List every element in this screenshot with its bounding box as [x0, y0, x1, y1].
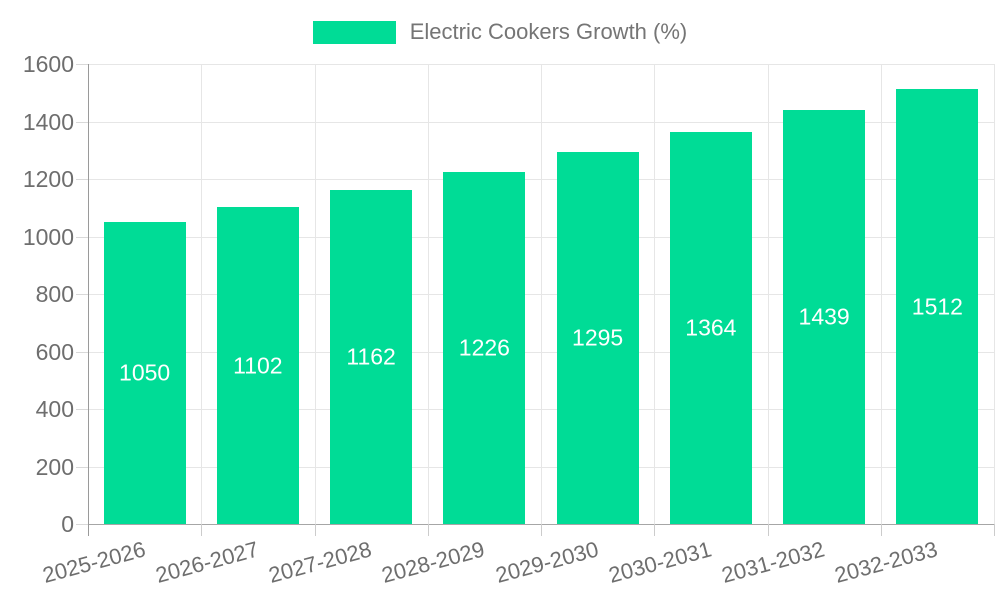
y-axis-tick-label: 600 [35, 338, 74, 365]
bar-value-label: 1102 [233, 352, 283, 379]
x-tick-mark [767, 524, 769, 536]
y-axis-tick-label: 1200 [22, 166, 74, 192]
x-gridline [314, 64, 316, 524]
bar: 1226 [443, 171, 526, 524]
x-tick-mark [994, 524, 995, 536]
y-tick-mark [76, 466, 88, 468]
x-gridline [880, 64, 882, 524]
bar: 1364 [669, 131, 752, 524]
bar: 1162 [330, 189, 413, 524]
y-tick-mark [76, 121, 88, 123]
bar-value-label: 1050 [119, 359, 171, 386]
y-tick-mark [76, 294, 88, 295]
x-tick-mark [880, 524, 882, 536]
y-axis-tick-label: 800 [35, 281, 74, 307]
bar: 1439 [783, 110, 866, 524]
y-axis-tick-label: 1000 [22, 223, 74, 250]
chart-legend: Electric Cookers Growth (%) [0, 19, 1000, 45]
bar: 1512 [896, 89, 979, 524]
legend-swatch [312, 20, 396, 44]
y-tick-mark [76, 351, 88, 353]
y-tick-mark [76, 409, 88, 410]
y-axis-tick-label: 200 [35, 453, 74, 480]
bar-value-label: 1226 [458, 334, 510, 361]
x-gridline [427, 64, 429, 524]
y-axis-tick-label: 0 [61, 511, 74, 537]
legend-label: Electric Cookers Growth (%) [409, 19, 688, 44]
y-axis-tick-label: 1600 [22, 51, 74, 77]
bar: 1102 [216, 207, 299, 524]
x-tick-mark [541, 524, 542, 536]
y-tick-mark [76, 524, 88, 525]
bar: 1295 [556, 151, 639, 524]
y-axis-line [88, 64, 89, 536]
y-axis-tick-label: 400 [35, 396, 74, 422]
y-tick-mark [76, 64, 88, 65]
bar-value-label: 1512 [911, 293, 963, 320]
x-tick-mark [314, 524, 316, 536]
bar-value-label: 1162 [346, 343, 396, 370]
bar-value-label: 1295 [572, 324, 624, 351]
bar: 1050 [103, 222, 186, 524]
y-tick-mark [76, 179, 88, 180]
x-gridline [994, 64, 995, 524]
y-axis-tick-label: 1400 [22, 108, 74, 135]
x-gridline [654, 64, 656, 524]
x-tick-mark [201, 524, 203, 536]
x-tick-mark [654, 524, 656, 536]
x-gridline [201, 64, 203, 524]
y-tick-mark [76, 236, 88, 238]
x-tick-mark [427, 524, 429, 536]
x-gridline [541, 64, 542, 524]
x-gridline [767, 64, 769, 524]
bar-value-label: 1364 [685, 314, 737, 341]
bar-value-label: 1439 [798, 303, 850, 330]
